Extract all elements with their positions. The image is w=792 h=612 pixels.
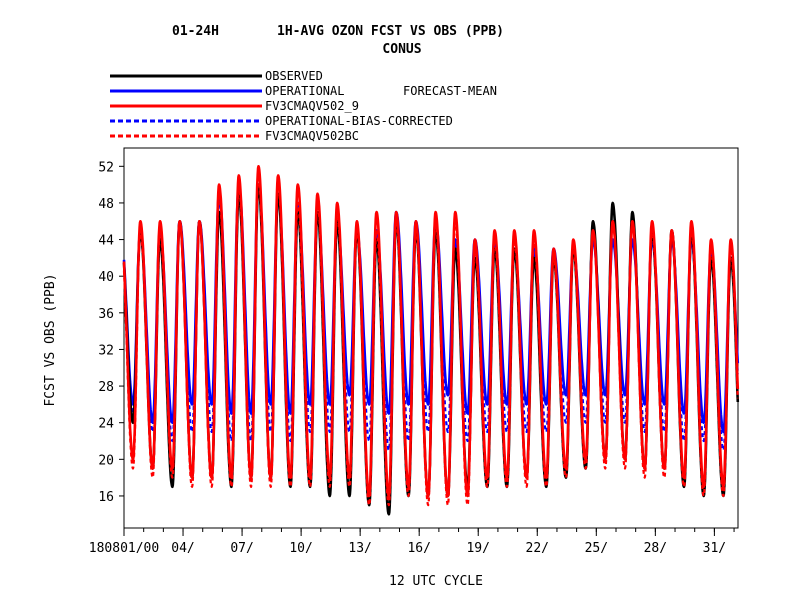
y-tick-label: 24: [98, 417, 114, 432]
chart-title-left: 01-24H: [172, 24, 219, 39]
x-tick-label: 180801/00: [89, 541, 159, 556]
x-tick-label: 16/: [407, 541, 430, 556]
series-group: [122, 165, 740, 516]
x-axis-label: 12 UTC CYCLE: [389, 574, 483, 589]
y-tick-label: 20: [98, 453, 114, 468]
y-tick-label: 44: [98, 234, 114, 249]
x-tick-label: 31/: [703, 541, 726, 556]
series-line-fv3: [122, 165, 740, 498]
legend-label-fv3bc: FV3CMAQV502BC: [265, 129, 359, 143]
legend-label-obs: OBSERVED: [265, 69, 323, 83]
x-tick-label: 22/: [526, 541, 549, 556]
x-tick-label: 07/: [230, 541, 253, 556]
x-tick-label: 04/: [171, 541, 194, 556]
y-axis-label: FCST VS OBS (PPB): [43, 273, 58, 406]
y-axis: 52 48 44 40 36 32 28 24 20 16: [98, 160, 124, 505]
plot-frame: [123, 147, 739, 529]
chart-title: 1H-AVG OZON FCST VS OBS (PPB): [277, 24, 504, 39]
y-tick-label: 32: [98, 343, 114, 358]
x-tick-label: 13/: [348, 541, 371, 556]
x-axis: 180801/00 04/07/10/13/16/19/22/25/28/31/: [89, 528, 735, 556]
legend-label-opbc: OPERATIONAL-BIAS-CORRECTED: [265, 114, 453, 128]
y-tick-label: 16: [98, 490, 114, 505]
forecast-mean-label: FORECAST-MEAN: [403, 84, 497, 98]
x-tick-label: 10/: [289, 541, 312, 556]
y-tick-label: 48: [98, 197, 114, 212]
y-tick-label: 36: [98, 307, 114, 322]
x-tick-label: 28/: [644, 541, 667, 556]
x-tick-label: 25/: [585, 541, 608, 556]
y-tick-label: 28: [98, 380, 114, 395]
legend-label-fv3: FV3CMAQV502_9: [265, 99, 359, 113]
y-tick-label: 52: [98, 160, 114, 175]
y-tick-label: 40: [98, 270, 114, 285]
x-tick-label: 19/: [466, 541, 489, 556]
legend: OBSERVEDOPERATIONALFV3CMAQV502_9OPERATIO…: [110, 69, 453, 143]
legend-label-op: OPERATIONAL: [265, 84, 344, 98]
chart-subtitle: CONUS: [382, 42, 421, 57]
